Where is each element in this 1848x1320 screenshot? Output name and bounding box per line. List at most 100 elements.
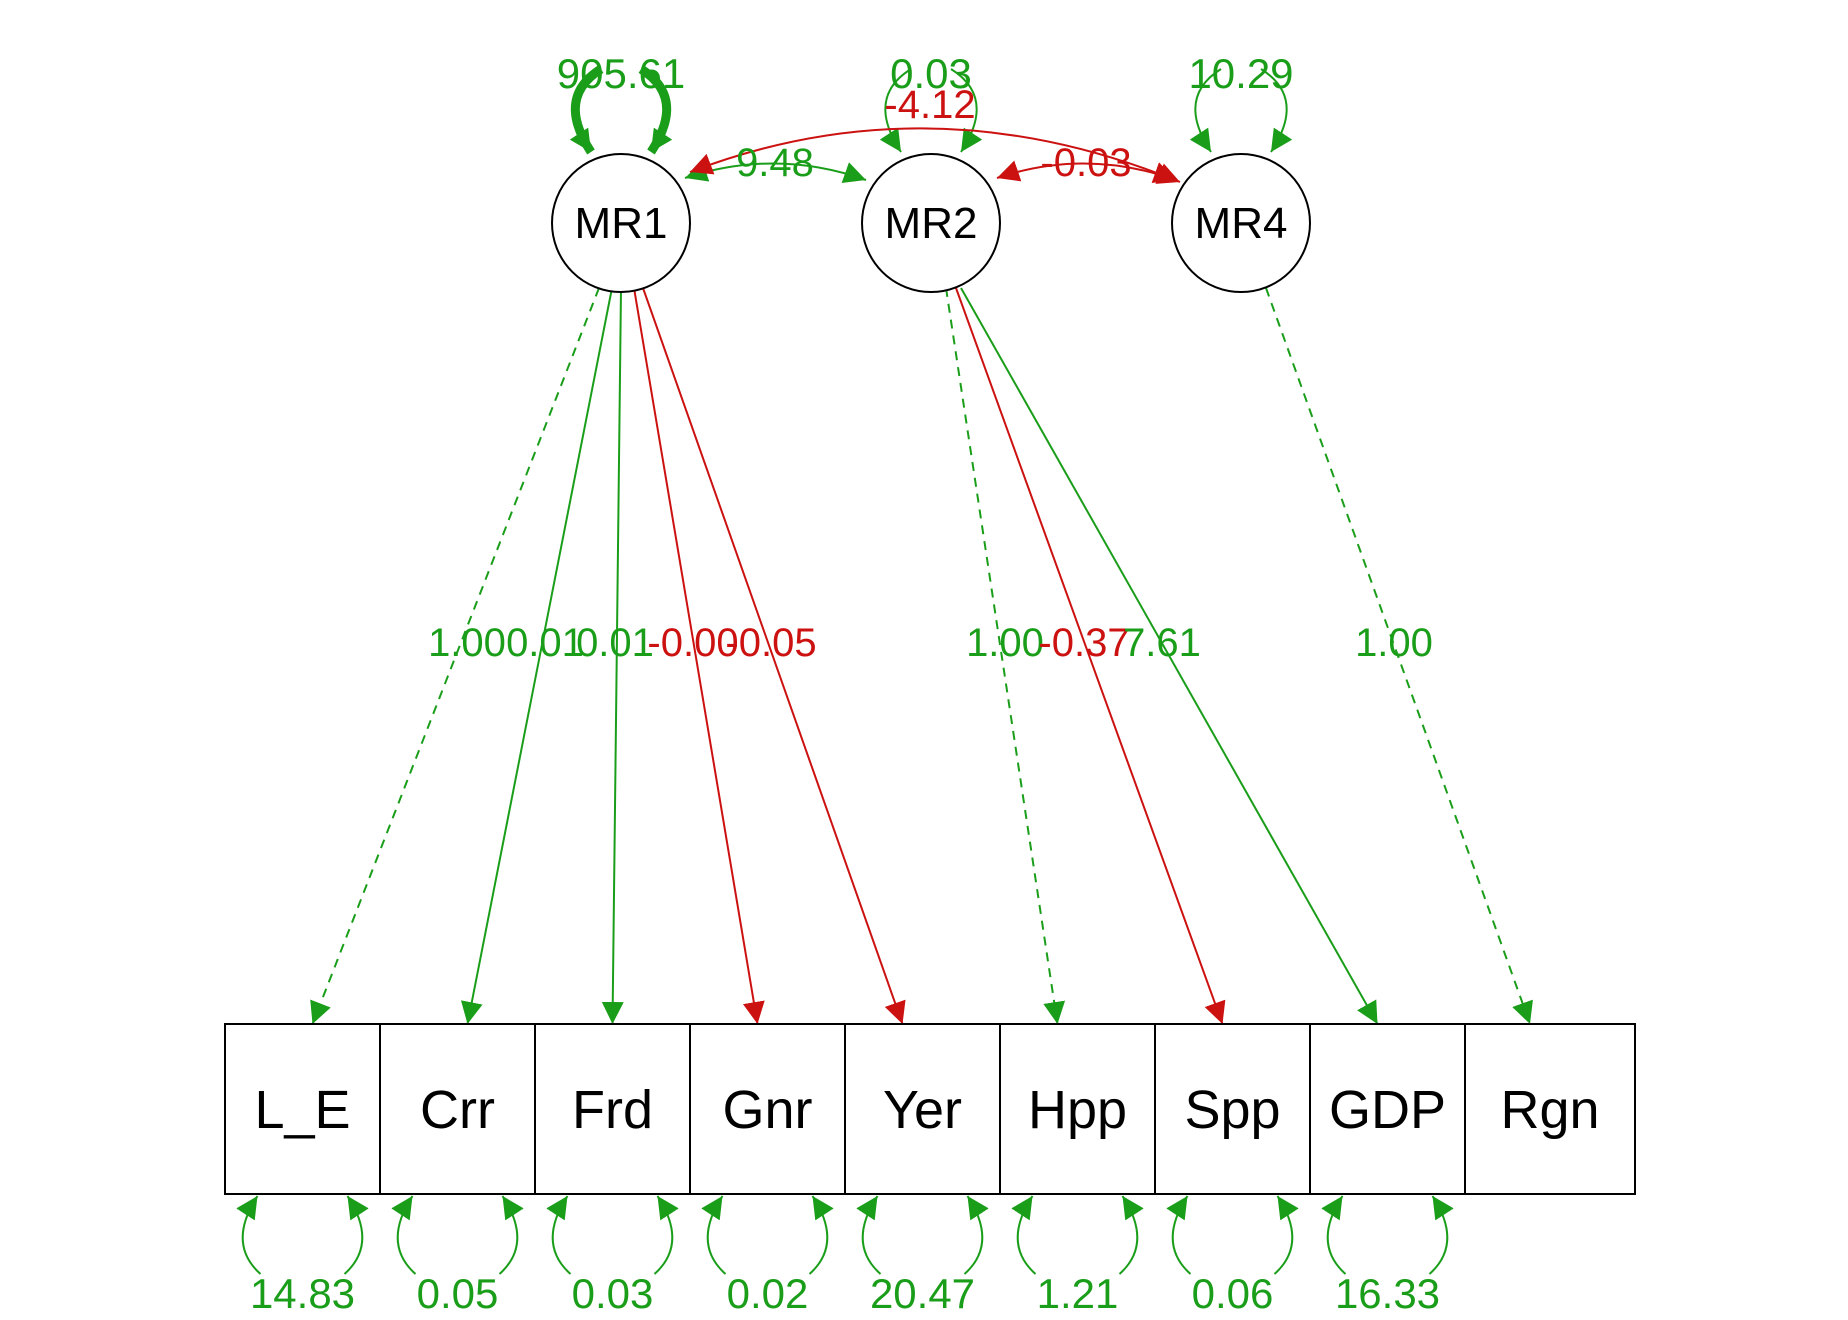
residual-loop-hpp [1011, 1195, 1144, 1275]
observed-node-hpp: Hpp [999, 1023, 1156, 1195]
latent-label-mr2: MR2 [885, 199, 978, 248]
variance-loop-mr4 [1189, 68, 1293, 153]
latent-label-mr4: MR4 [1195, 199, 1288, 248]
covariance-label-mr2-mr4: -0.03 [1040, 141, 1131, 185]
covariance-label-mr1-mr2: 9.48 [736, 141, 814, 185]
variance-arc-mr4-1 [1260, 68, 1293, 153]
residual-loop-crr [391, 1195, 524, 1275]
residual-label-gnr: 0.02 [727, 1270, 809, 1317]
observed-node-rgn: Rgn [1464, 1023, 1636, 1195]
residual-arc-yer-1 [963, 1195, 989, 1275]
observed-box-gnr [689, 1023, 846, 1195]
residual-arc-spp-1 [1273, 1195, 1299, 1275]
observed-node-frd: Frd [534, 1023, 691, 1195]
loading-label-mr1-frd: 0.01 [576, 621, 654, 665]
loading-label-mr4-rgn: 1.00 [1355, 621, 1433, 665]
residual-arc-yer-0 [856, 1195, 882, 1275]
observed-node-l-e: L_E [224, 1023, 381, 1195]
latent-node-mr4: MR4 [1171, 153, 1311, 293]
residual-arc-l-e-0 [236, 1195, 262, 1275]
observed-box-spp [1154, 1023, 1311, 1195]
residual-arc-frd-1 [653, 1195, 679, 1275]
loading-arrow-mr2-gdp [960, 287, 1379, 1025]
latent-label-mr1: MR1 [575, 199, 668, 248]
residual-loop-spp [1166, 1195, 1299, 1275]
loading-label-mr1-crr: 0.01 [506, 621, 584, 665]
latent-circle-mr4 [1171, 153, 1311, 293]
observed-label-rgn: Rgn [1500, 1080, 1599, 1140]
observed-label-frd: Frd [572, 1080, 653, 1140]
loading-arrow-mr2-hpp [945, 287, 1066, 1025]
variance-arc-mr2-0 [879, 68, 912, 153]
observed-label-crr: Crr [420, 1080, 495, 1140]
variance-label-mr2: 0.03 [890, 50, 972, 97]
residual-loop-yer [856, 1195, 989, 1275]
observed-node-gnr: Gnr [689, 1023, 846, 1195]
residual-arc-gdp-1 [1428, 1195, 1454, 1275]
variance-label-mr4: 10.29 [1188, 50, 1293, 97]
observed-label-hpp: Hpp [1028, 1080, 1127, 1140]
residual-arc-gnr-1 [808, 1195, 834, 1275]
latent-node-mr2: MR2 [861, 153, 1001, 293]
residual-label-spp: 0.06 [1192, 1270, 1274, 1317]
residual-arc-spp-0 [1166, 1195, 1192, 1275]
loading-label-mr2-hpp: 1.00 [966, 621, 1044, 665]
residual-arc-gdp-0 [1321, 1195, 1347, 1275]
observed-box-hpp [999, 1023, 1156, 1195]
covariance-arrow-mr1-mr4 [689, 127, 1181, 184]
loading-label-mr1-l-e: 1.00 [428, 621, 506, 665]
observed-box-l-e [224, 1023, 381, 1195]
observed-label-gnr: Gnr [722, 1080, 812, 1140]
observed-box-crr [379, 1023, 536, 1195]
residual-arc-crr-0 [391, 1195, 417, 1275]
residual-label-frd: 0.03 [572, 1270, 654, 1317]
residual-label-gdp: 16.33 [1335, 1270, 1440, 1317]
observed-label-yer: Yer [883, 1080, 962, 1140]
latent-circle-mr2 [861, 153, 1001, 293]
covariance-label-mr1-mr4: -4.12 [884, 83, 975, 127]
loading-arrow-mr4-rgn [1265, 287, 1533, 1025]
residual-loop-gnr [701, 1195, 834, 1275]
labels-layer: 1.00 0.010.01-0.00-0.05 1.00-0.377.61 1.009… [250, 50, 1440, 1317]
loading-label-mr1-gnr: -0.00 [647, 621, 738, 665]
nodes-layer: L_E Crr Frd Gnr Yer Hpp Spp GDP Rgn MR1 MR2 MR4 [224, 153, 1636, 1195]
observed-box-gdp [1309, 1023, 1466, 1195]
edges-layer [236, 65, 1533, 1275]
observed-label-gdp: GDP [1329, 1080, 1446, 1140]
observed-node-gdp: GDP [1309, 1023, 1466, 1195]
loading-label-mr2-spp: -0.37 [1038, 621, 1129, 665]
observed-box-rgn [1464, 1023, 1636, 1195]
latent-node-mr1: MR1 [551, 153, 691, 293]
residual-arc-hpp-0 [1011, 1195, 1037, 1275]
variance-arc-mr1-1 [638, 65, 673, 155]
variance-arc-mr4-0 [1189, 68, 1222, 153]
residual-label-l-e: 14.83 [250, 1270, 355, 1317]
loading-arrow-mr1-crr [460, 287, 613, 1025]
residual-arc-hpp-1 [1118, 1195, 1144, 1275]
latent-circle-mr1 [551, 153, 691, 293]
residual-loop-l-e [236, 1195, 369, 1275]
loading-arrow-mr1-frd [601, 287, 624, 1025]
observed-box-yer [844, 1023, 1001, 1195]
observed-node-crr: Crr [379, 1023, 536, 1195]
residual-label-crr: 0.05 [417, 1270, 499, 1317]
residual-arc-frd-0 [546, 1195, 572, 1275]
loading-label-mr2-gdp: 7.61 [1123, 621, 1201, 665]
variance-loop-mr1 [569, 65, 673, 155]
variance-label-mr1: 905.61 [557, 50, 685, 97]
loading-arrow-mr1-gnr [633, 287, 765, 1025]
residual-arc-l-e-1 [343, 1195, 369, 1275]
residual-label-yer: 20.47 [870, 1270, 975, 1317]
residual-arc-crr-1 [498, 1195, 524, 1275]
variance-loop-mr2 [879, 68, 983, 153]
loading-arrow-mr1-yer [642, 287, 906, 1025]
observed-node-yer: Yer [844, 1023, 1001, 1195]
residual-label-hpp: 1.21 [1037, 1270, 1119, 1317]
loading-arrow-mr1-l-e [310, 287, 600, 1025]
observed-label-spp: Spp [1184, 1080, 1280, 1140]
loading-arrow-mr2-spp [955, 287, 1226, 1025]
residual-arc-gnr-0 [701, 1195, 727, 1275]
residual-loop-gdp [1321, 1195, 1454, 1275]
loading-label-mr1-yer: -0.05 [725, 621, 816, 665]
